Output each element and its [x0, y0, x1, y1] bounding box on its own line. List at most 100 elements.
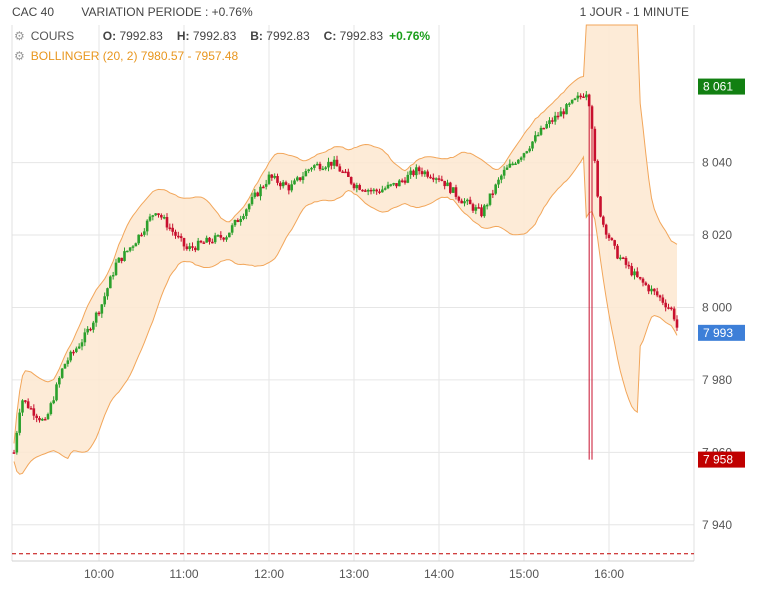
- candle-body: [256, 192, 259, 197]
- candle-body: [160, 215, 163, 218]
- candle-body: [77, 346, 81, 349]
- candle-body: [531, 141, 534, 149]
- candle-body: [55, 384, 58, 401]
- last-price-tag-text: 7 993: [703, 326, 733, 340]
- x-axis: 10:00 11:00 12:00 13:00 14:00 15:00 16:00: [84, 567, 624, 581]
- candle-body: [24, 400, 27, 402]
- candle-body: [463, 201, 466, 204]
- gear-icon[interactable]: ⚙: [14, 29, 25, 43]
- candle-body: [417, 167, 421, 172]
- candle-body: [471, 204, 475, 211]
- candle-body: [375, 189, 378, 192]
- candle-body: [587, 94, 591, 107]
- candle-body: [534, 135, 537, 142]
- low-value: 7992.83: [266, 29, 310, 43]
- candle-body: [52, 400, 55, 404]
- open-label: O:: [102, 29, 117, 43]
- high-price-tag-box: [698, 78, 745, 95]
- candle-body: [426, 171, 429, 177]
- candle-body: [627, 264, 631, 267]
- candle-body: [556, 115, 560, 118]
- candle-body: [624, 257, 628, 265]
- candle-body: [576, 95, 580, 99]
- high-value: 7992.83: [192, 29, 237, 43]
- candle-body: [508, 163, 512, 168]
- candle-body: [341, 171, 344, 174]
- candle-body: [69, 351, 72, 361]
- candle-body: [670, 307, 673, 310]
- candle-body: [636, 271, 639, 277]
- candle-body: [451, 187, 455, 193]
- candle-body: [366, 189, 370, 192]
- candle-body: [500, 175, 503, 180]
- candle-body: [168, 227, 172, 229]
- candle-body: [199, 240, 203, 243]
- candle-body: [276, 175, 279, 183]
- candle-body: [29, 408, 33, 410]
- candle-body: [307, 169, 310, 172]
- candle-body: [313, 165, 316, 168]
- candle-body: [49, 403, 53, 415]
- bollinger-lower: [13, 155, 678, 475]
- candle-body: [434, 178, 438, 180]
- candle-body: [494, 184, 497, 194]
- x-tick-label: 16:00: [594, 567, 624, 581]
- candle-body: [315, 163, 319, 166]
- candle-body: [579, 95, 582, 98]
- candle-body: [610, 238, 614, 241]
- candle-body: [483, 205, 486, 217]
- candle-body: [114, 262, 118, 275]
- candle-body: [661, 297, 665, 303]
- candle-body: [460, 200, 463, 204]
- candle-body: [211, 241, 214, 244]
- candle-body: [86, 328, 89, 333]
- candle-body: [236, 219, 240, 223]
- candle-body: [545, 124, 548, 129]
- candle-body: [358, 185, 361, 190]
- candle-body: [364, 190, 367, 192]
- candle-body: [658, 295, 662, 298]
- candle-body: [103, 296, 106, 305]
- candle-body: [522, 153, 526, 158]
- candle-body: [392, 183, 395, 185]
- high-price-tag-text: 8 061: [703, 80, 733, 94]
- candle-body: [593, 128, 597, 161]
- candle-body: [361, 189, 364, 192]
- candle-body: [562, 111, 565, 115]
- candle-body: [191, 246, 194, 248]
- low-price-tag-text: 7 958: [703, 453, 733, 467]
- candle-body: [650, 288, 653, 292]
- candle-body: [106, 288, 109, 297]
- candle-body: [100, 304, 104, 314]
- candle-body: [109, 276, 112, 289]
- candle-body: [568, 103, 571, 105]
- candle-body: [655, 291, 659, 296]
- candle-body: [293, 180, 296, 185]
- candle-body: [304, 171, 308, 177]
- timeframe-label[interactable]: 1 JOUR - 1 MINUTE: [579, 5, 689, 19]
- candle-body: [667, 307, 670, 309]
- candle-body: [466, 199, 469, 202]
- candle-body: [75, 348, 78, 352]
- candle-body: [423, 171, 427, 175]
- gear-icon[interactable]: ⚙: [14, 49, 25, 63]
- x-tick-label: 14:00: [424, 567, 454, 581]
- candle-body: [596, 160, 599, 197]
- candle-body: [403, 180, 407, 183]
- candle-body: [525, 151, 529, 154]
- candle-body: [480, 207, 483, 217]
- candle-body: [245, 209, 248, 216]
- candle-body: [89, 328, 92, 331]
- candle-body: [290, 184, 293, 191]
- candle-body: [284, 182, 288, 185]
- candle-body: [664, 302, 667, 308]
- candle-body: [208, 237, 211, 242]
- candle-body: [177, 235, 180, 238]
- candle-body: [582, 96, 585, 98]
- candle-body: [389, 184, 393, 186]
- candle-body: [338, 166, 342, 172]
- candle-body: [565, 104, 568, 115]
- candle-body: [497, 179, 500, 185]
